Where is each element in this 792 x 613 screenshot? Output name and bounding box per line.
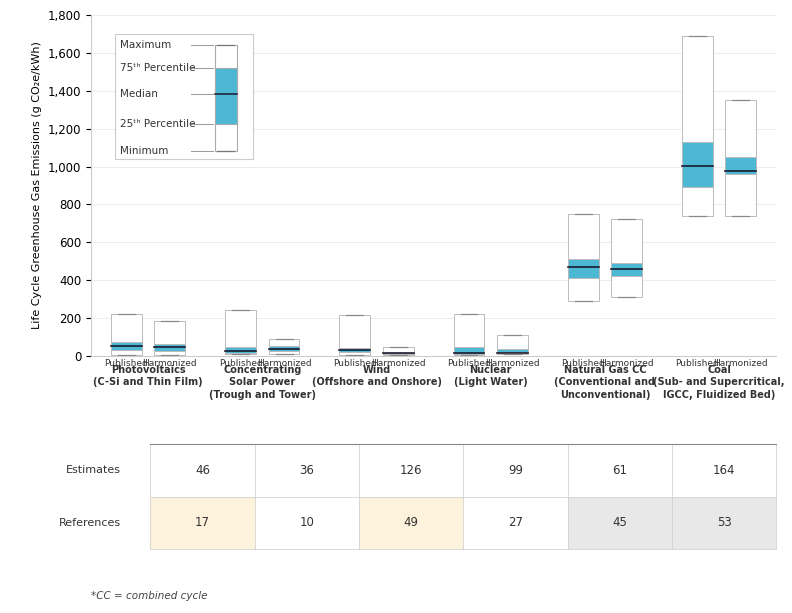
Text: 164: 164 [713, 464, 735, 477]
Bar [225, 347, 256, 353]
Bar [215, 45, 237, 151]
Text: 10: 10 [299, 516, 314, 529]
Bar [215, 67, 237, 124]
Bar [268, 346, 299, 351]
Text: Published: Published [562, 359, 605, 368]
Text: Coal
(Sub- and Supercritical,
IGCC, Fluidized Bed): Coal (Sub- and Supercritical, IGCC, Flui… [653, 365, 785, 400]
Text: Published: Published [105, 359, 148, 368]
Text: 75ᵗʰ Percentile: 75ᵗʰ Percentile [120, 63, 196, 73]
Text: Concentrating
Solar Power
(Trough and Tower): Concentrating Solar Power (Trough and To… [209, 365, 316, 400]
Text: Nuclear
(Light Water): Nuclear (Light Water) [454, 365, 527, 387]
Text: Harmonized: Harmonized [600, 359, 654, 368]
Bar [111, 341, 142, 350]
Text: Published: Published [333, 359, 377, 368]
Bar [383, 347, 413, 355]
Text: *CC = combined cycle: *CC = combined cycle [91, 591, 208, 601]
Text: Wind
(Offshore and Onshore): Wind (Offshore and Onshore) [311, 365, 441, 387]
Text: Maximum: Maximum [120, 40, 172, 50]
Text: Harmonized: Harmonized [371, 359, 425, 368]
Bar [454, 347, 485, 354]
Text: Harmonized: Harmonized [714, 359, 768, 368]
Text: 53: 53 [717, 516, 731, 529]
Text: 36: 36 [299, 464, 314, 477]
Bar [611, 263, 642, 276]
Text: Minimum: Minimum [120, 145, 169, 156]
Text: 99: 99 [508, 464, 523, 477]
Text: Published: Published [447, 359, 491, 368]
Text: 27: 27 [508, 516, 523, 529]
Bar [568, 259, 599, 278]
Text: 126: 126 [400, 464, 422, 477]
Text: Median: Median [120, 89, 158, 99]
Bar [725, 101, 756, 216]
Bar [682, 36, 713, 216]
Text: 45: 45 [612, 516, 627, 529]
Text: 46: 46 [195, 464, 210, 477]
Bar [497, 349, 527, 352]
Text: Estimates: Estimates [66, 465, 121, 476]
Text: References: References [59, 517, 121, 528]
Bar [454, 314, 485, 355]
Text: Published: Published [219, 359, 262, 368]
Bar [497, 335, 527, 354]
Bar [568, 214, 599, 301]
Text: Harmonized: Harmonized [485, 359, 539, 368]
Text: Harmonized: Harmonized [257, 359, 311, 368]
Bar [225, 310, 256, 354]
Text: 49: 49 [404, 516, 419, 529]
Text: Natural Gas CC
(Conventional and
Unconventional): Natural Gas CC (Conventional and Unconve… [554, 365, 656, 400]
Bar [340, 314, 370, 355]
Bar [268, 339, 299, 354]
Text: Harmonized: Harmonized [143, 359, 197, 368]
Text: 61: 61 [612, 464, 627, 477]
Text: 25ᵗʰ Percentile: 25ᵗʰ Percentile [120, 119, 196, 129]
Bar [154, 321, 185, 354]
Bar [154, 344, 185, 351]
Text: 17: 17 [195, 516, 210, 529]
Bar [725, 157, 756, 174]
Bar [383, 353, 413, 354]
Bar [111, 314, 142, 354]
Y-axis label: Life Cycle Greenhouse Gas Emissions (g CO₂e/kWh): Life Cycle Greenhouse Gas Emissions (g C… [32, 42, 42, 329]
Bar [611, 219, 642, 297]
Text: Published: Published [676, 359, 719, 368]
Bar [340, 348, 370, 352]
FancyBboxPatch shape [115, 34, 253, 159]
Text: Photovoltaics
(C-Si and Thin Film): Photovoltaics (C-Si and Thin Film) [93, 365, 203, 387]
Bar [682, 142, 713, 188]
